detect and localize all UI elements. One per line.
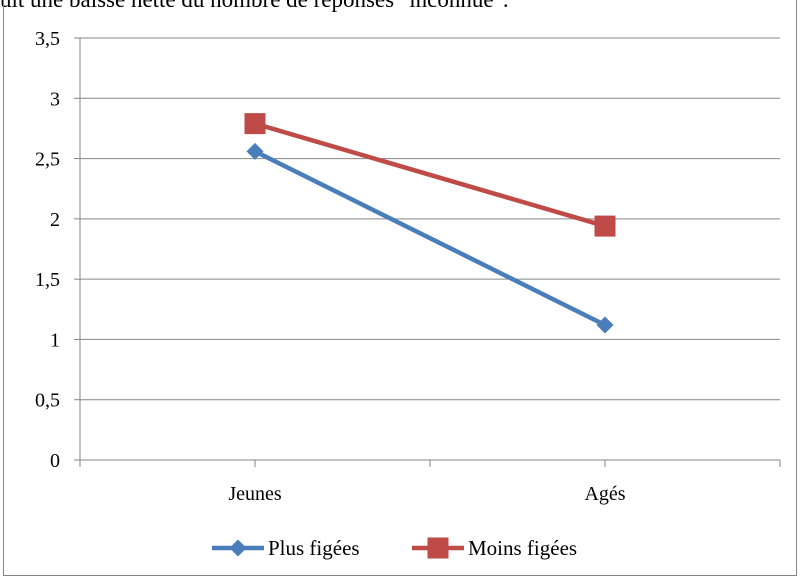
legend-label: Plus figées bbox=[268, 536, 360, 560]
series-group bbox=[244, 113, 616, 334]
legend: Plus figées Moins figées bbox=[212, 536, 577, 560]
data-point-diamond bbox=[596, 316, 614, 334]
data-point-square bbox=[594, 215, 616, 237]
legend-marker-diamond bbox=[229, 539, 247, 557]
y-tick-label: 3 bbox=[50, 88, 60, 110]
y-tick-labels: 0 0,5 1 1,5 2 2,5 3 3,5 bbox=[35, 28, 60, 472]
y-tick-label: 0,5 bbox=[35, 390, 60, 412]
chart-frame bbox=[3, 0, 797, 576]
data-point-diamond bbox=[246, 142, 264, 160]
x-tick-label: Agés bbox=[584, 483, 625, 505]
series-line bbox=[254, 149, 606, 327]
x-tick-labels: Jeunes Agés bbox=[228, 483, 625, 505]
axes bbox=[74, 37, 781, 467]
y-tick-label: 1,5 bbox=[35, 269, 60, 291]
y-tick-label: 2 bbox=[50, 209, 60, 231]
gridlines bbox=[80, 37, 780, 401]
y-tick-label: 0 bbox=[50, 450, 60, 472]
legend-marker-square bbox=[427, 537, 449, 559]
data-point-square bbox=[244, 113, 266, 135]
series-line bbox=[254, 121, 606, 229]
x-tick-label: Jeunes bbox=[228, 483, 282, 505]
legend-label: Moins figées bbox=[468, 536, 577, 560]
y-tick-label: 2,5 bbox=[35, 149, 60, 171]
y-tick-label: 1 bbox=[50, 329, 60, 351]
y-tick-label: 3,5 bbox=[35, 28, 60, 50]
page-title-fragment: uit une baisse nette du nombre de répons… bbox=[0, 0, 800, 17]
